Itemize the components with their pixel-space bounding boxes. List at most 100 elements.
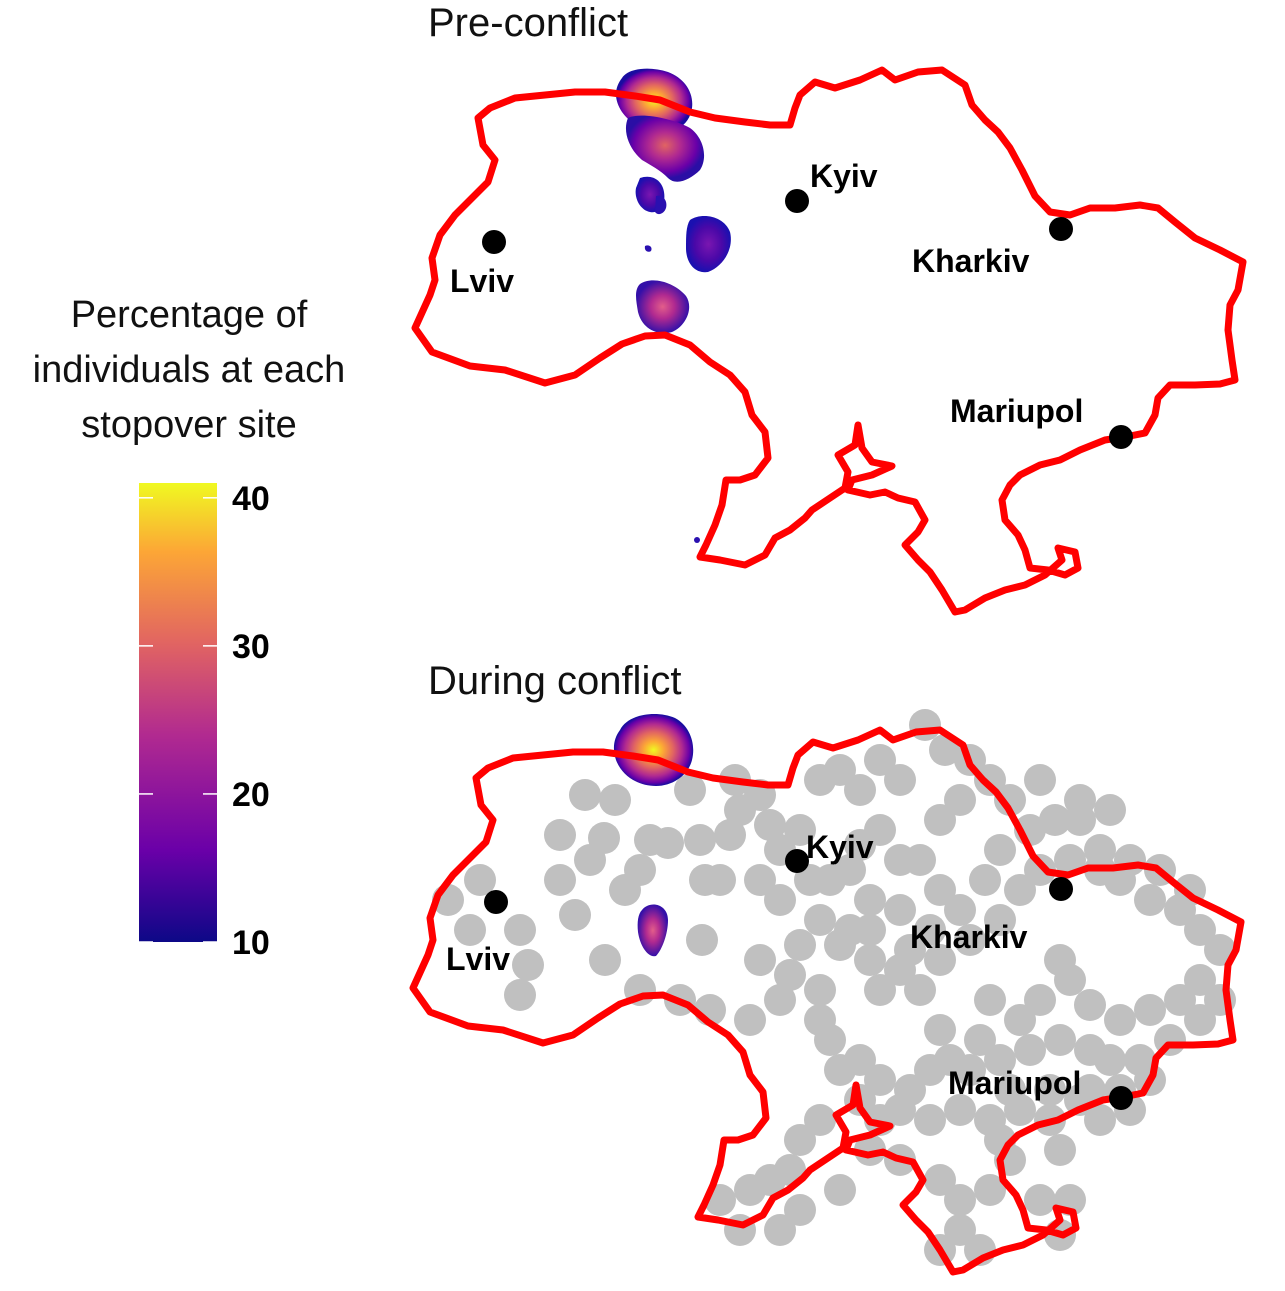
ukraine-border-outline [411,66,1247,616]
conflict-event-marker [1074,1074,1106,1106]
stopover-site-central [686,216,731,273]
conflict-event-marker [1024,1184,1056,1216]
conflict-event-marker [944,784,976,816]
conflict-event-marker [834,854,866,886]
conflict-event-marker [1024,984,1056,1016]
conflict-event-marker [1084,1104,1116,1136]
city-label-kyiv: Kyiv [810,158,878,194]
conflict-event-marker [1024,854,1056,886]
conflict-event-marker [1084,834,1116,866]
conflict-event-marker [974,764,1006,796]
conflict-event-marker [854,1134,886,1166]
city-kharkiv: Kharkiv [912,217,1073,279]
conflict-event-marker [904,974,936,1006]
conflict-event-marker [984,904,1016,936]
conflict-event-marker [544,864,576,896]
legend-tick-label: 40 [232,480,270,518]
conflict-event-marker [1064,784,1096,816]
conflict-event-marker [504,914,536,946]
stopover-site-scatter-b [655,195,667,215]
legend-colorbar [139,483,217,942]
stopover-site-north-tail [625,115,705,182]
conflict-event-marker [954,924,986,956]
conflict-event-marker [844,774,876,806]
conflict-event-marker [944,1214,976,1246]
conflict-event-marker [924,1014,956,1046]
city-label-mariupol: Mariupol [950,393,1083,429]
city-label-kharkiv: Kharkiv [910,919,1028,955]
city-mariupol: Mariupol [948,1065,1133,1110]
conflict-event-marker [914,914,946,946]
city-marker [1049,877,1073,901]
conflict-event-marker [1044,1134,1076,1166]
conflict-event-marker [764,884,796,916]
legend-ticks: 40 30 20 10 [139,480,270,962]
conflict-event-marker [804,904,836,936]
conflict-event-marker [774,959,806,991]
conflict-event-marker [824,1174,856,1206]
conflict-event-marker [734,1004,766,1036]
city-marker [484,890,508,914]
conflict-event-marker [804,974,836,1006]
conflict-event-marker [894,934,926,966]
conflict-event-marker [824,754,856,786]
city-lviv: Lviv [446,890,510,977]
conflict-event-marker [994,1074,1026,1106]
legend-title-line-1: Percentage of [71,294,308,336]
conflict-event-marker [1134,994,1166,1026]
city-marker [785,189,809,213]
city-label-kharkiv: Kharkiv [912,243,1030,279]
conflict-event-marker [969,864,1001,896]
conflict-event-marker [1034,1074,1066,1106]
conflict-event-marker [784,1194,816,1226]
conflict-event-marker [1004,1004,1036,1036]
conflict-event-marker [1094,794,1126,826]
city-label-lviv: Lviv [446,941,510,977]
legend-title-line-3: stopover site [81,404,296,446]
conflict-event-marker [854,884,886,916]
panel-title-during-conflict: During conflict [428,659,681,703]
conflict-event-marker [1014,1034,1046,1066]
conflict-event-marker [784,1124,816,1156]
conflict-event-marker [974,984,1006,1016]
conflict-event-marker [864,974,896,1006]
conflict-event-marker [744,864,776,896]
city-marker [1109,425,1133,449]
conflict-event-marker [512,949,544,981]
conflict-event-marker [864,1064,896,1096]
city-kyiv: Kyiv [785,158,878,213]
city-label-lviv: Lviv [450,263,514,299]
conflict-event-marker [1164,984,1196,1016]
conflict-event-marker [1039,804,1071,836]
conflict-event-marker [609,874,641,906]
conflict-event-marker [824,1054,856,1086]
conflict-event-marker [559,899,591,931]
conflict-event-marker [1134,884,1166,916]
stopover-site-central [637,904,668,957]
conflict-event-marker [884,764,916,796]
conflict-event-marker [784,814,816,846]
conflict-event-marker [924,804,956,836]
ukraine-border-outline [409,726,1245,1276]
legend-tick-label: 20 [232,776,270,814]
conflict-event-marker [984,834,1016,866]
conflict-event-marker [574,844,606,876]
conflict-event-marker [944,1094,976,1126]
conflict-event-marker [864,744,896,776]
conflict-event-marker [1184,1004,1216,1036]
conflict-event-marker [1104,1004,1136,1036]
conflict-event-marker [599,784,631,816]
stopover-site-north [613,714,694,786]
legend-tick-label: 10 [232,924,270,962]
conflict-event-marker [854,944,886,976]
panel-title-pre-conflict: Pre-conflict [428,1,628,45]
conflict-event-marker [1004,874,1036,906]
conflict-event-marker [964,1024,996,1056]
conflict-event-marker [544,819,576,851]
conflict-event-marker [686,924,718,956]
color-legend: Percentage of individuals at each stopov… [33,294,346,962]
map-panel-during-conflict: Kyiv Lviv Kharkiv Mariupol [409,709,1245,1276]
conflict-event-marker [1094,1044,1126,1076]
conflict-event-marker [804,1104,836,1136]
